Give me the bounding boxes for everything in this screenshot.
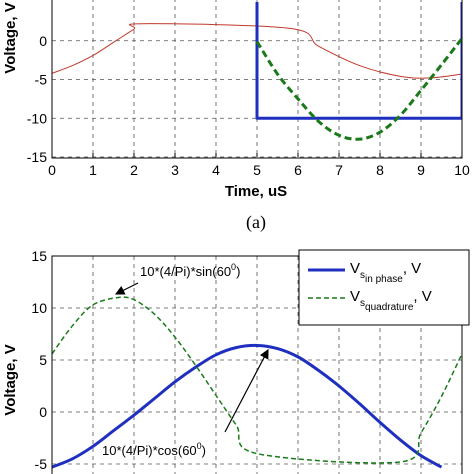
- annotation-sin-arrow: [114, 282, 139, 295]
- annotation-cos-text: 10*(4/Pi)*cos(600): [102, 441, 206, 458]
- y-tick-label: -15: [27, 149, 47, 165]
- x-tick-label: 2: [130, 162, 138, 178]
- legend-label-in-phase: Vsin phase, V: [350, 260, 421, 285]
- plot-b-frame: [51, 255, 463, 474]
- series-line: [255, 2, 462, 120]
- legend-label-quadrature: Vsquadrature, V: [350, 288, 432, 313]
- x-tick-label: 6: [294, 162, 302, 178]
- x-tick-label: 1: [89, 162, 97, 178]
- y-tick-label: -5: [35, 456, 48, 472]
- y-tick-label: 15: [31, 248, 47, 264]
- annotation-sin-text: 10*(4/Pi)*sin(600): [140, 262, 240, 279]
- plot-a: 0 1 2 3 4 5 6 7 8 9 10 0 -5 -10 -15 Time, uS Voltage,…: [2, 0, 470, 233]
- y-tick-label: 5: [39, 352, 47, 368]
- annotation-sin: 10*(4/Pi)*sin(600): [114, 262, 240, 295]
- plot-b: 15 10 5 0 -5 Voltage, V 10*(4/Pi)*sin(600) 1…: [2, 248, 470, 474]
- y-tick-label: 0: [39, 33, 47, 49]
- y-tick-label: 0: [39, 404, 47, 420]
- plot-a-ylabel: Voltage, V: [2, 2, 19, 73]
- x-tick-label: 8: [376, 162, 384, 178]
- plot-a-xlabel: Time, uS: [225, 183, 287, 200]
- plot-a-x-ticks: 0 1 2 3 4 5 6 7 8 9 10: [48, 153, 470, 178]
- plot-a-frame: [51, 0, 463, 159]
- plot-a-y-ticks: 0 -5 -10 -15: [27, 33, 47, 165]
- plot-a-caption: (a): [246, 212, 266, 233]
- x-tick-label: 3: [171, 162, 179, 178]
- x-tick-label: 9: [417, 162, 425, 178]
- x-tick-label: 4: [212, 162, 220, 178]
- series-line: [255, 37, 462, 141]
- legend: Vsin phase, V Vsquadrature, V: [298, 249, 470, 326]
- x-tick-label: 5: [253, 162, 261, 178]
- x-tick-label: 0: [48, 162, 56, 178]
- y-tick-label: 10: [31, 300, 47, 316]
- y-tick-label: -5: [35, 72, 48, 88]
- series-line: [52, 296, 462, 464]
- plot-b-y-ticks: 15 10 5 0 -5: [31, 248, 47, 472]
- series-line: [52, 343, 443, 469]
- y-tick-label: -10: [27, 110, 47, 126]
- plot-a-series: [52, 2, 462, 141]
- plot-b-series: [52, 296, 462, 469]
- series-line: [52, 23, 462, 79]
- annotation-cos-arrow: [224, 348, 269, 433]
- plot-b-ylabel: Voltage, V: [2, 344, 19, 415]
- x-tick-label: 10: [454, 162, 470, 178]
- x-tick-label: 7: [335, 162, 343, 178]
- annotation-cos: 10*(4/Pi)*cos(600): [102, 348, 269, 458]
- legend-box: [298, 249, 470, 326]
